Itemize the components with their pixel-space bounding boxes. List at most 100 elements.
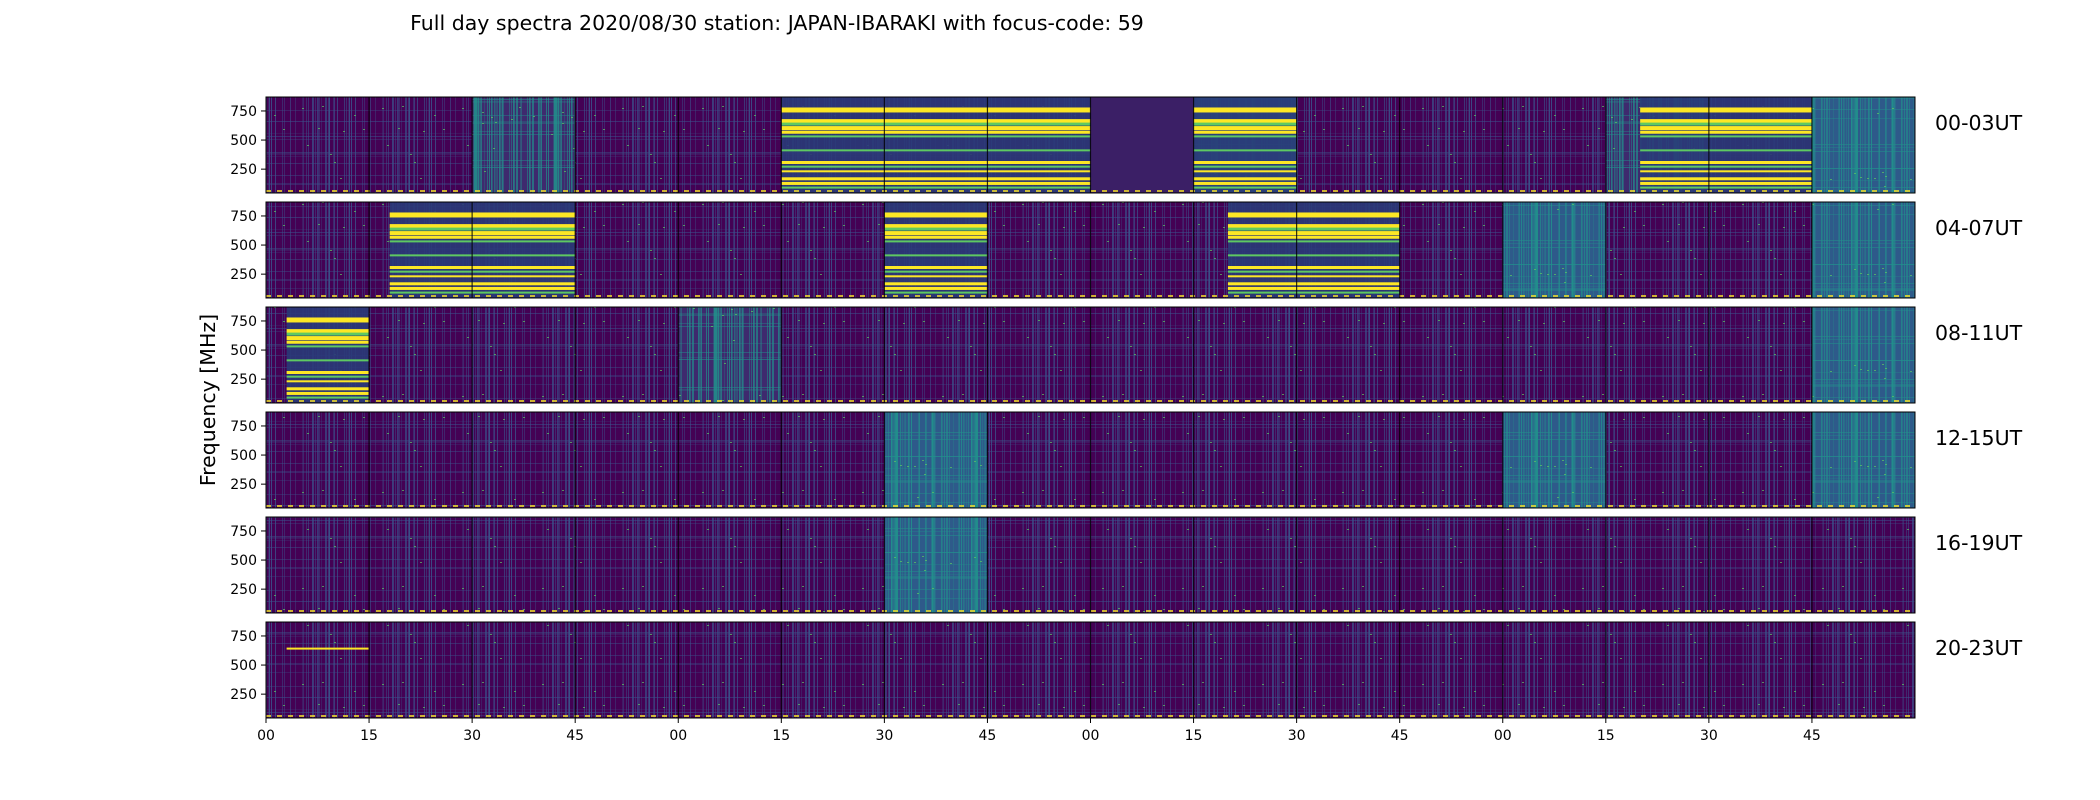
burst-band — [781, 181, 1091, 185]
burst-band — [1227, 266, 1400, 269]
burst-band — [884, 212, 988, 218]
spectra-panel-00-03ut: 750 500 250 00-03UT — [230, 96, 2023, 194]
y-tick-label: 500 — [230, 238, 257, 254]
y-tick-label: 250 — [230, 477, 257, 493]
burst-band — [286, 387, 370, 391]
burst-band — [286, 375, 370, 378]
bright-segment — [1811, 97, 1915, 193]
y-tick-label: 500 — [230, 448, 257, 464]
y-tick-label: 250 — [230, 162, 257, 178]
burst-band — [884, 275, 988, 278]
burst-band — [781, 135, 1091, 138]
burst-band — [286, 396, 370, 399]
y-tick-label: 750 — [230, 314, 257, 330]
x-tick-label: 30 — [463, 728, 481, 744]
spectra-panel-12-15ut: 750 500 250 12-15UT — [230, 411, 2023, 509]
burst-band — [781, 130, 1091, 134]
panel-frame — [265, 96, 1916, 194]
x-tick-label: 30 — [875, 728, 893, 744]
burst-band — [1640, 165, 1812, 168]
burst-band — [781, 107, 1091, 113]
burst-band — [884, 240, 988, 243]
x-tick-label: 00 — [1082, 728, 1100, 744]
burst-gap — [1090, 97, 1194, 193]
bright-segment — [884, 412, 988, 508]
x-tick-label: 15 — [360, 728, 378, 744]
burst-band — [286, 345, 370, 348]
bright-segment — [1502, 412, 1606, 508]
burst-band — [1193, 165, 1297, 168]
x-tick-label: 15 — [772, 728, 790, 744]
spectra-panel-04-07ut: 750 500 250 04-07UT — [230, 201, 2023, 299]
y-tick-label: 750 — [230, 104, 257, 120]
burst-band — [781, 186, 1091, 189]
burst-band — [1640, 181, 1812, 185]
burst-band — [1193, 126, 1297, 131]
row-label: 16-19UT — [1935, 531, 2023, 555]
burst-band — [884, 224, 988, 229]
y-tick-label: 250 — [230, 582, 257, 598]
burst-band — [781, 170, 1091, 173]
row-label: 12-15UT — [1935, 426, 2023, 450]
bright-segment — [472, 97, 576, 193]
burst-band — [1640, 122, 1812, 126]
burst-band — [884, 291, 988, 294]
burst-band — [389, 231, 576, 236]
burst-band — [286, 391, 370, 395]
burst-band — [1227, 227, 1400, 231]
burst-band — [781, 119, 1091, 124]
burst-band — [1227, 224, 1400, 229]
x-tick-label: 45 — [979, 728, 997, 744]
burst-band — [1193, 122, 1297, 126]
burst-region — [1193, 97, 1297, 193]
burst-band — [884, 231, 988, 236]
y-tick-label: 250 — [230, 687, 257, 703]
burst-band — [1640, 177, 1812, 181]
x-tick-label: 00 — [257, 728, 275, 744]
x-tick-label: 15 — [1185, 728, 1203, 744]
panel-frame — [265, 516, 1916, 614]
x-tick-label: 30 — [1288, 728, 1306, 744]
burst-band — [1227, 282, 1400, 286]
burst-band — [1640, 170, 1812, 173]
burst-band — [286, 332, 370, 336]
x-tick-label: 45 — [1391, 728, 1409, 744]
burst-band — [286, 317, 370, 323]
burst-band — [884, 266, 988, 269]
spectra-panel-16-19ut: 750 500 250 16-19UT — [230, 516, 2023, 614]
spectra-panel-20-23ut: 750 500 250 20-23UT — [230, 621, 2023, 719]
row-label: 00-03UT — [1935, 111, 2023, 135]
burst-band — [1227, 270, 1400, 273]
panel-frame — [265, 201, 1916, 299]
spectra-panels: 750 500 250 00-03UT 750 500 250 04-07UT 750 500 25… — [230, 96, 2023, 719]
burst-region — [389, 202, 576, 298]
bright-segment — [678, 307, 782, 403]
burst-band — [1640, 186, 1812, 189]
bright-segment — [1502, 202, 1606, 298]
burst-band — [781, 165, 1091, 168]
burst-band — [286, 371, 370, 374]
burst-band — [884, 235, 988, 239]
burst-band — [389, 270, 576, 273]
burst-band — [1640, 135, 1812, 138]
chart-title: Full day spectra 2020/08/30 station: JAP… — [410, 11, 1144, 35]
burst-band — [1227, 291, 1400, 294]
burst-band — [1640, 126, 1812, 131]
x-tick-label: 45 — [1803, 728, 1821, 744]
bright-segment — [1811, 412, 1915, 508]
y-tick-label: 500 — [230, 658, 257, 674]
y-tick-label: 750 — [230, 629, 257, 645]
burst-band — [1640, 161, 1812, 164]
y-tick-label: 250 — [230, 267, 257, 283]
burst-band — [1193, 181, 1297, 185]
burst-band — [1227, 240, 1400, 243]
burst-band — [389, 282, 576, 286]
burst-band — [781, 126, 1091, 131]
burst-band — [1193, 170, 1297, 173]
burst-region — [1227, 202, 1400, 298]
x-tick-label: 45 — [566, 728, 584, 744]
y-tick-label: 750 — [230, 524, 257, 540]
x-axis: 00 15 30 45 00 15 30 45 00 15 30 45 00 15 30 45 — [257, 718, 1821, 744]
x-tick-label: 00 — [669, 728, 687, 744]
